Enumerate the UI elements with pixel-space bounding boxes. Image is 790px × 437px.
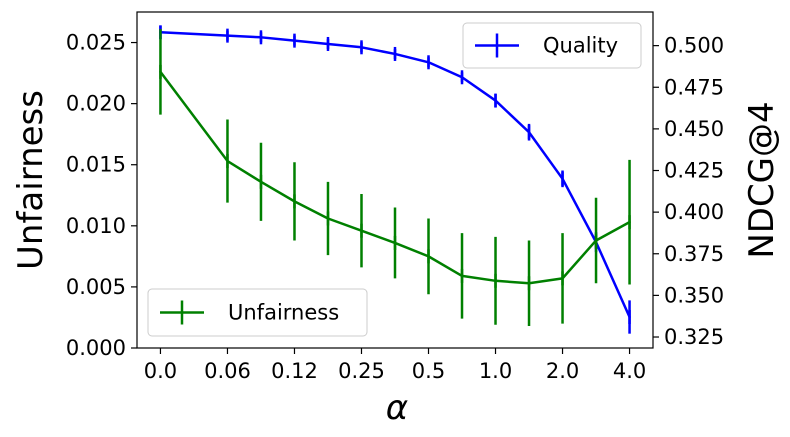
y-right-tick-label: 0.450 bbox=[664, 117, 724, 141]
quality-legend-label: Quality bbox=[543, 34, 618, 58]
x-tick-label: 0.25 bbox=[338, 359, 385, 383]
x-tick-label: 4.0 bbox=[613, 359, 646, 383]
y-right-tick-label: 0.400 bbox=[664, 200, 724, 224]
series-group bbox=[159, 25, 631, 334]
y-right-axis-title: NDCG@4 bbox=[742, 101, 782, 258]
x-tick-label: 0.0 bbox=[144, 359, 177, 383]
unfairness-legend-box bbox=[147, 288, 368, 337]
x-tick-label: 0.06 bbox=[204, 359, 251, 383]
y-left-tick-label: 0.020 bbox=[66, 92, 126, 116]
x-tick-label: 0.5 bbox=[412, 359, 445, 383]
y-right-tick-label: 0.375 bbox=[664, 242, 724, 266]
x-tick-label: 2.0 bbox=[546, 359, 579, 383]
y-right-tick-label: 0.325 bbox=[664, 325, 724, 349]
unfairness-legend-label: Unfairness bbox=[228, 301, 339, 325]
x-tick-label: 1.0 bbox=[479, 359, 512, 383]
legends: Quality Unfairness bbox=[147, 22, 642, 337]
y-left-tick-label: 0.015 bbox=[66, 153, 126, 177]
quality-series-line bbox=[159, 31, 631, 319]
y-left-axis-title: Unfairness bbox=[11, 90, 51, 270]
y-left-tick-label: 0.025 bbox=[66, 31, 126, 55]
y-left-tick-label: 0.010 bbox=[66, 214, 126, 238]
quality-legend: Quality bbox=[462, 22, 642, 69]
y-left-tick-label: 0.005 bbox=[66, 275, 126, 299]
y-right-tick-label: 0.425 bbox=[664, 159, 724, 183]
y-right-tick-label: 0.500 bbox=[664, 34, 724, 58]
axes: 0.0 0.06 0.12 0.25 0.5 1.0 2.0 4.0 0.000 0.005 0.0… bbox=[11, 11, 782, 428]
x-tick-label: 0.12 bbox=[271, 359, 318, 383]
plot-frame bbox=[136, 11, 654, 349]
y-right-tick-label: 0.475 bbox=[664, 75, 724, 99]
plot-area bbox=[159, 25, 631, 334]
unfairness-legend: Unfairness bbox=[147, 288, 368, 337]
x-axis-title: α bbox=[386, 388, 408, 428]
y-right-tick-label: 0.350 bbox=[664, 283, 724, 307]
unfairness-series-line bbox=[159, 70, 631, 285]
quality-legend-box bbox=[462, 22, 642, 69]
y-left-tick-label: 0.000 bbox=[66, 336, 126, 360]
